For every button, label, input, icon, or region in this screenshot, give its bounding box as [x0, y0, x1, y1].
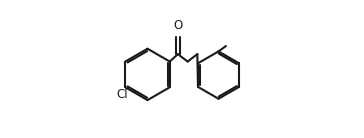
Text: Cl: Cl [117, 88, 128, 101]
Text: O: O [173, 19, 182, 32]
